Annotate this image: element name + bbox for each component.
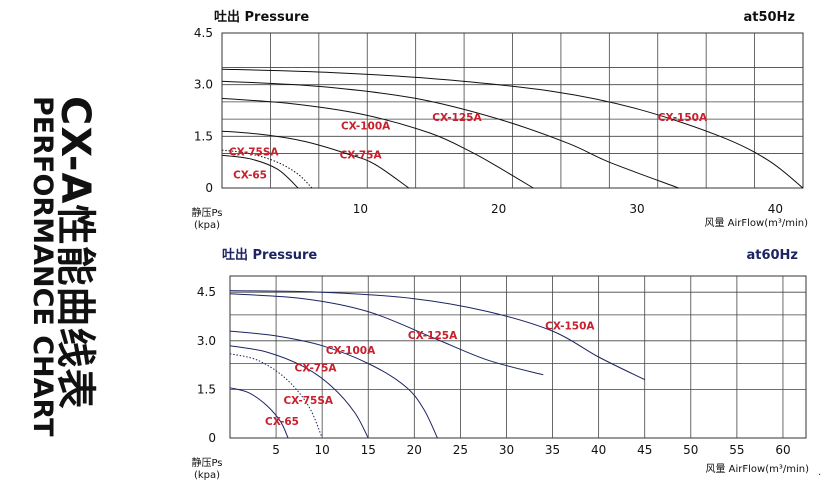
x-tick-label: 50 (683, 443, 698, 457)
series-label-cx-150a: CX-150A (658, 112, 708, 124)
y-tick-label: 3.0 (194, 78, 213, 92)
x-tick-label: 45 (637, 443, 652, 457)
y-tick-label: 0 (205, 181, 213, 195)
x-axis-label: 风量 AirFlow(m³/min) (705, 463, 809, 475)
y-tick-label: 4.5 (197, 285, 216, 299)
x-tick-label: 30 (629, 202, 644, 216)
series-label-cx-75a: CX-75A (340, 150, 383, 162)
series-label-cx-100a: CX-100A (341, 120, 391, 132)
x-tick-label: 20 (491, 202, 506, 216)
chart-50hz: 吐出 Pressure at50Hz 4.5 3.0 1.5 0 10 20 30 40 静压Ps(… (191, 9, 808, 231)
plot-frame (229, 275, 807, 439)
x-tick-label: 15 (361, 443, 376, 457)
x-tick-label: 20 (407, 443, 422, 457)
series-curve-cx-100a (221, 97, 534, 189)
y-tick-label: 1.5 (197, 382, 216, 396)
series-curve-cx-75a (229, 345, 369, 439)
y-tick-label: 0 (208, 431, 216, 445)
y-axis-label: 静压Ps (191, 206, 222, 219)
x-tick-label: 35 (545, 443, 560, 457)
series-curve-cx-150a (221, 68, 804, 189)
series-label-cx-75sa: CX-75SA (283, 395, 333, 407)
series-curve-cx-75sa (221, 149, 313, 189)
series-curve-cx-150a (229, 290, 645, 381)
x-tick-label: 10 (353, 202, 368, 216)
series-label-cx-65: CX-65 (233, 169, 267, 181)
chart-title: 吐出 Pressure (214, 9, 309, 25)
y-tick-label: 4.5 (194, 26, 213, 40)
y-axis-unit: (kpa) (194, 470, 220, 481)
series-curve-cx-75a (221, 130, 410, 189)
chart-60hz: 吐出 Pressure at60Hz 4.5 3.0 1.5 0 5 10 15 20 25 30 35… (191, 247, 809, 481)
x-tick-label: 55 (729, 443, 744, 457)
chart-frequency: at50Hz (743, 10, 795, 25)
series-label-cx-125a: CX-125A (408, 330, 458, 342)
series-curve-cx-65 (229, 387, 289, 439)
series-label-cx-75sa: CX-75SA (229, 146, 279, 158)
x-tick-label: 10 (315, 443, 330, 457)
x-tick-label: 40 (591, 443, 606, 457)
series-curve-cx-100a (229, 330, 438, 439)
series-label-cx-65: CX-65 (265, 416, 299, 428)
x-tick-label: 25 (453, 443, 468, 457)
series-label-cx-150a: CX-150A (545, 320, 595, 332)
chart-frequency: at60Hz (746, 248, 798, 263)
series-curve-cx-125a (221, 80, 679, 189)
x-tick-label: 40 (768, 202, 783, 216)
series-label-cx-125a: CX-125A (432, 112, 482, 124)
x-axis-label: 风量 AirFlow(m³/min) (704, 217, 808, 229)
x-tick-label: 5 (272, 443, 280, 457)
x-tick-label: 30 (499, 443, 514, 457)
series-label-cx-75a: CX-75A (295, 363, 338, 375)
y-axis-label: 静压Ps (191, 456, 222, 469)
stray-mark: · (818, 470, 822, 481)
y-tick-label: 1.5 (194, 129, 213, 143)
series-label-cx-100a: CX-100A (326, 345, 376, 357)
y-axis-unit: (kpa) (194, 220, 220, 231)
y-tick-label: 3.0 (197, 334, 216, 348)
x-tick-label: 60 (775, 443, 790, 457)
chart-title: 吐出 Pressure (222, 247, 317, 263)
series-curve-cx-65 (221, 154, 299, 189)
series-curve-cx-125a (229, 293, 544, 376)
